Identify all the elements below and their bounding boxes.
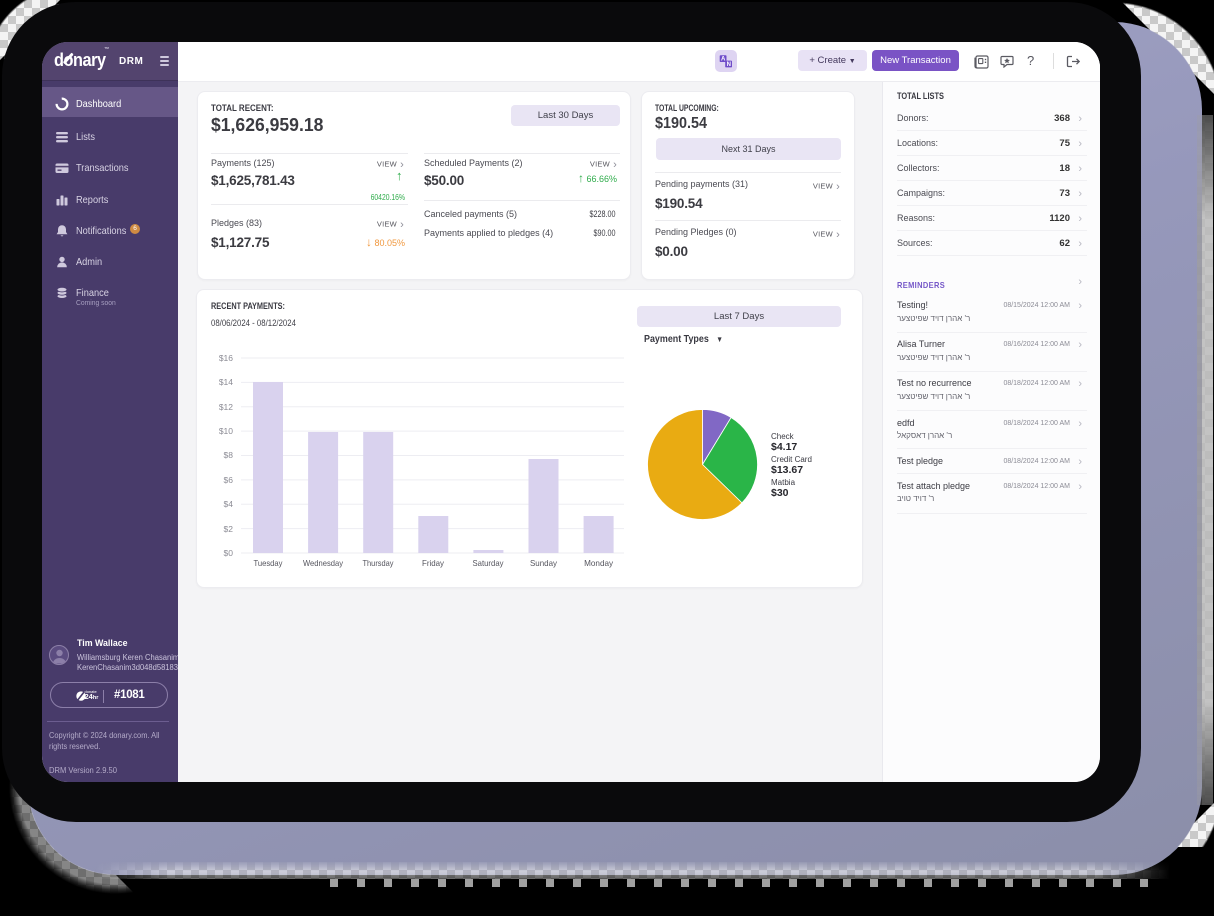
svg-text:$6: $6 [224, 475, 234, 485]
svg-text:Monday: Monday [584, 558, 614, 568]
svg-text:$2: $2 [224, 524, 234, 534]
svg-text:$8: $8 [224, 450, 234, 460]
svg-text:$16: $16 [219, 353, 233, 363]
svg-text:A: A [721, 57, 726, 63]
svg-text:$14: $14 [219, 377, 233, 387]
svg-text:$0: $0 [224, 548, 234, 558]
svg-text:Thursday: Thursday [363, 558, 395, 568]
svg-text:Friday: Friday [422, 558, 445, 568]
svg-text:Wednesday: Wednesday [303, 558, 344, 568]
svg-text:Sunday: Sunday [530, 558, 558, 568]
svg-text:$4: $4 [224, 499, 234, 509]
svg-text:Saturday: Saturday [473, 558, 505, 568]
svg-text:$10: $10 [219, 426, 233, 436]
svg-text:N: N [727, 62, 731, 68]
svg-text:$12: $12 [219, 402, 233, 412]
svg-text:Tuesday: Tuesday [254, 558, 284, 568]
